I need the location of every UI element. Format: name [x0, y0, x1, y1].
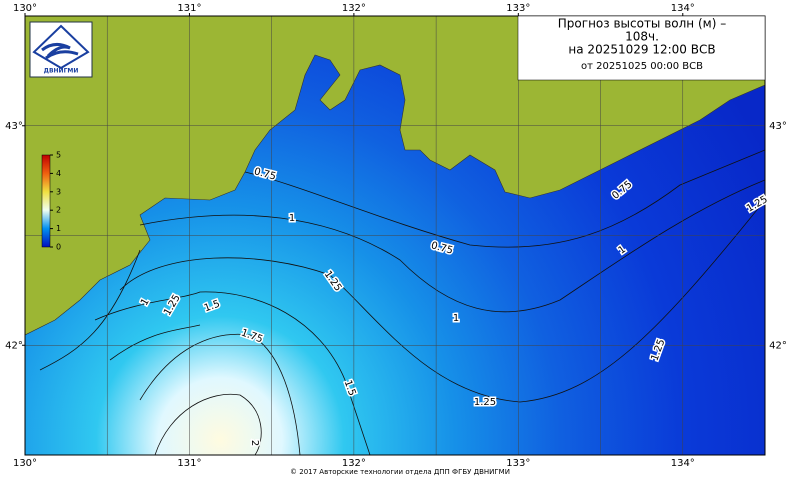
land — [25, 16, 765, 336]
colorbar-label: 0 — [56, 243, 61, 252]
title-box — [517, 15, 766, 81]
contour-label: 1 — [453, 313, 459, 324]
lon-label: 131° — [177, 458, 201, 469]
title-line: на 20251029 12:00 ВСВ — [568, 43, 715, 57]
colorbar-label: 3 — [56, 187, 61, 196]
lon-label: 132° — [342, 458, 366, 469]
lat-label: 42° — [5, 340, 23, 351]
title-line: Прогноз высоты волн (м) – — [558, 17, 726, 31]
lon-label: 131° — [177, 3, 201, 14]
lat-label: 43° — [5, 121, 23, 132]
lon-label: 130° — [13, 3, 37, 14]
lat-label: 43° — [769, 121, 787, 132]
logo-waves — [41, 43, 79, 60]
lon-label: 134° — [671, 3, 695, 14]
lon-label: 130° — [13, 458, 37, 469]
colorbar-label: 4 — [56, 169, 61, 178]
lon-label: 132° — [342, 3, 366, 14]
contour-label: 2 — [249, 440, 260, 446]
contour-label: 1.25 — [474, 397, 496, 408]
contour-label: 1 — [289, 213, 295, 224]
logo-text: ДВНИГМИ — [44, 68, 79, 75]
map-frame — [24, 15, 766, 456]
logo: ДВНИГМИ — [29, 21, 93, 78]
grid — [25, 16, 765, 455]
contours — [39, 149, 765, 455]
footer: © 2017 Авторские технологии отдела ДПП Ф… — [290, 468, 510, 476]
colorbar-label: 5 — [56, 151, 61, 160]
lon-label: 134° — [671, 458, 695, 469]
issued: от 20251025 00:00 ВСВ — [581, 61, 703, 72]
colorbar — [41, 154, 51, 248]
lon-label: 133° — [506, 458, 530, 469]
lon-label: 133° — [506, 3, 530, 14]
colorbar-label: 2 — [56, 206, 61, 215]
colorbar-label: 1 — [56, 224, 61, 233]
lat-label: 42° — [769, 340, 787, 351]
title-line: 108ч. — [625, 30, 659, 44]
